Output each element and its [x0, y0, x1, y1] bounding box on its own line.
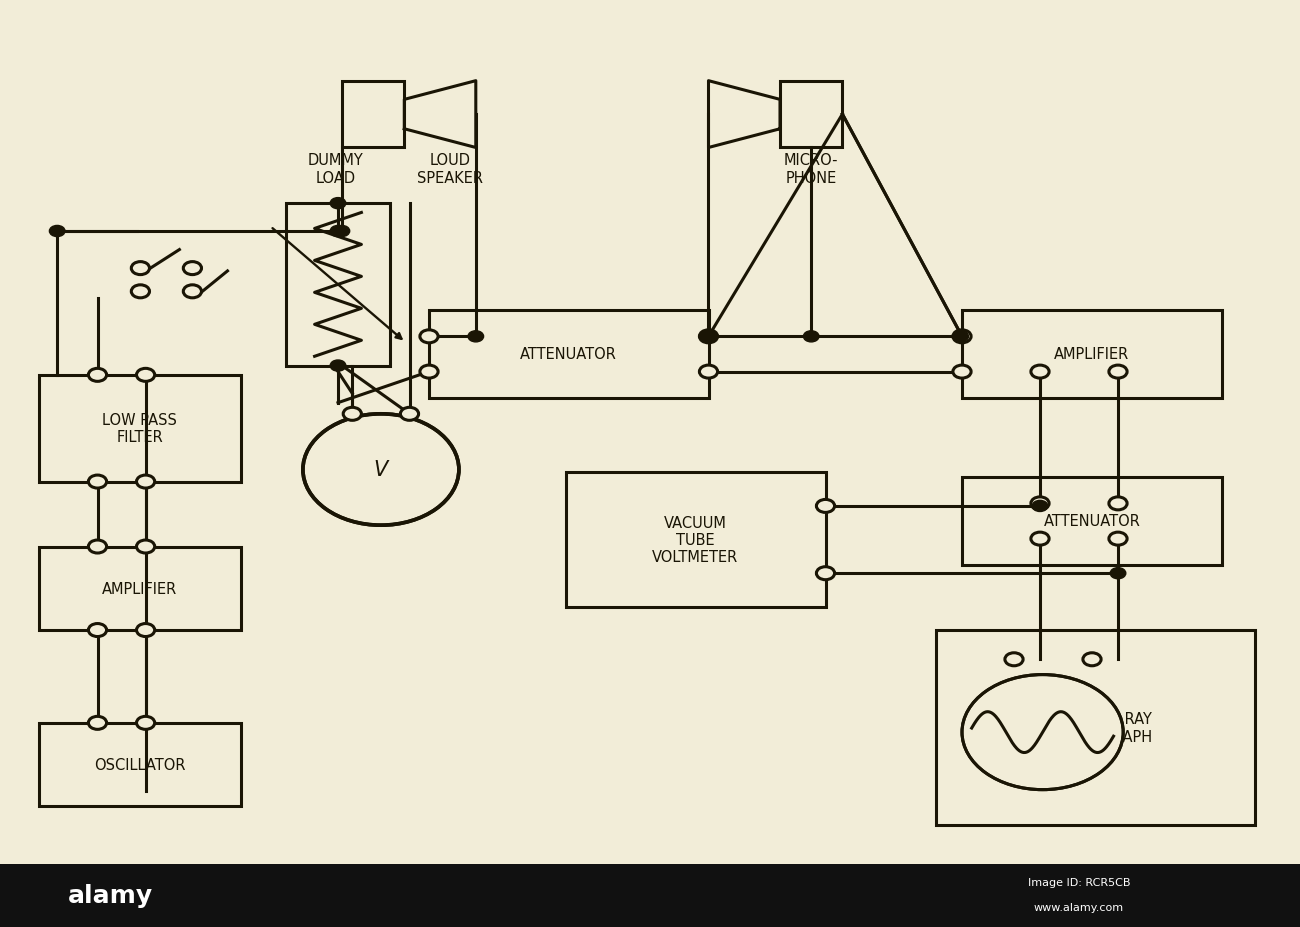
FancyBboxPatch shape [566, 473, 826, 607]
Circle shape [88, 476, 107, 489]
Circle shape [1109, 497, 1127, 510]
Text: AMPLIFIER: AMPLIFIER [103, 581, 177, 596]
Circle shape [699, 365, 718, 378]
FancyBboxPatch shape [780, 82, 842, 148]
Text: LOW PASS
FILTER: LOW PASS FILTER [103, 413, 177, 445]
Text: DUMMY
LOAD: DUMMY LOAD [308, 153, 363, 185]
Text: ATTENUATOR: ATTENUATOR [520, 347, 618, 362]
Circle shape [953, 365, 971, 378]
Circle shape [183, 262, 202, 275]
Text: LOUD
SPEAKER: LOUD SPEAKER [417, 153, 482, 185]
Circle shape [136, 540, 155, 553]
Text: Image ID: RCR5CB: Image ID: RCR5CB [1028, 878, 1130, 887]
FancyBboxPatch shape [39, 723, 240, 806]
Circle shape [1031, 532, 1049, 545]
Circle shape [963, 676, 1122, 789]
Circle shape [1109, 532, 1127, 545]
Text: ATTENUATOR: ATTENUATOR [1044, 514, 1140, 529]
FancyBboxPatch shape [0, 864, 1300, 927]
Circle shape [1031, 365, 1049, 378]
Circle shape [330, 226, 346, 237]
FancyBboxPatch shape [286, 204, 390, 366]
Circle shape [136, 717, 155, 730]
Circle shape [701, 332, 716, 342]
FancyBboxPatch shape [39, 375, 240, 482]
Circle shape [803, 332, 819, 342]
Circle shape [1032, 501, 1048, 512]
Circle shape [1109, 365, 1127, 378]
Circle shape [1110, 568, 1126, 579]
Circle shape [420, 365, 438, 378]
Text: V: V [374, 460, 387, 480]
Circle shape [330, 198, 346, 210]
FancyBboxPatch shape [936, 630, 1254, 825]
Circle shape [183, 286, 202, 298]
FancyBboxPatch shape [962, 311, 1222, 399]
Circle shape [131, 262, 150, 275]
Circle shape [699, 331, 718, 343]
Text: MICRO-
PHONE: MICRO- PHONE [784, 153, 838, 185]
Text: alamy: alamy [68, 883, 153, 908]
Circle shape [400, 408, 419, 421]
Circle shape [304, 415, 458, 525]
Circle shape [468, 332, 484, 342]
Text: AMPLIFIER: AMPLIFIER [1054, 347, 1130, 362]
Circle shape [953, 332, 968, 342]
Text: www.alamy.com: www.alamy.com [1034, 902, 1124, 911]
Circle shape [816, 500, 835, 513]
Circle shape [701, 332, 716, 342]
Circle shape [343, 408, 361, 421]
Circle shape [88, 624, 107, 637]
Circle shape [136, 369, 155, 382]
Circle shape [420, 331, 438, 343]
Circle shape [88, 540, 107, 553]
Circle shape [816, 567, 835, 580]
Circle shape [131, 286, 150, 298]
Text: VACUUM
TUBE
VOLTMETER: VACUUM TUBE VOLTMETER [653, 515, 738, 565]
Circle shape [136, 624, 155, 637]
FancyBboxPatch shape [342, 82, 404, 148]
Circle shape [330, 361, 346, 372]
Circle shape [49, 226, 65, 237]
FancyBboxPatch shape [39, 547, 240, 630]
Circle shape [136, 476, 155, 489]
Circle shape [88, 717, 107, 730]
Circle shape [334, 226, 350, 237]
Text: OSCILLATOR: OSCILLATOR [94, 757, 186, 772]
Circle shape [953, 331, 971, 343]
Circle shape [1083, 653, 1101, 666]
Circle shape [88, 369, 107, 382]
Circle shape [1031, 497, 1049, 510]
FancyBboxPatch shape [429, 311, 708, 399]
Text: CATHODE - RAY
OSCILLOGRAPH: CATHODE - RAY OSCILLOGRAPH [1039, 712, 1152, 743]
FancyBboxPatch shape [962, 477, 1222, 565]
Circle shape [1005, 653, 1023, 666]
